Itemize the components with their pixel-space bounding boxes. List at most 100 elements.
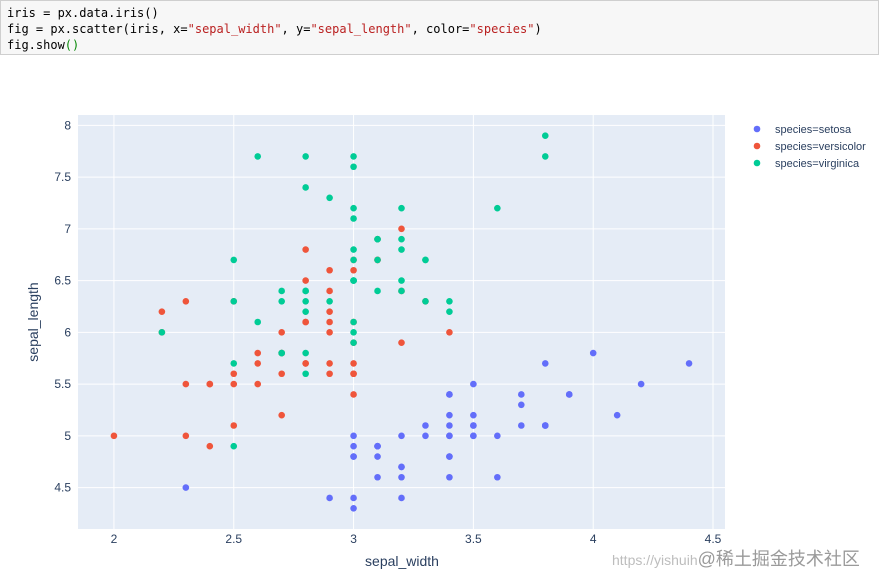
data-point[interactable] — [206, 442, 214, 450]
data-point[interactable] — [278, 370, 285, 378]
code-cell[interactable]: iris = px.data.iris() fig = px.scatter(i… — [0, 0, 879, 55]
data-point[interactable] — [302, 298, 309, 305]
data-point[interactable] — [302, 277, 309, 284]
data-point[interactable] — [422, 298, 429, 305]
data-point[interactable] — [541, 153, 549, 160]
data-point[interactable] — [446, 308, 453, 315]
data-point[interactable] — [398, 225, 405, 233]
data-point[interactable] — [326, 266, 333, 274]
data-point[interactable] — [350, 256, 357, 264]
data-point[interactable] — [470, 380, 477, 388]
data-point[interactable] — [350, 215, 357, 222]
data-point[interactable] — [446, 411, 453, 419]
data-point[interactable] — [470, 411, 477, 419]
data-point[interactable] — [422, 432, 429, 440]
data-point[interactable] — [398, 432, 405, 440]
data-point[interactable] — [254, 380, 262, 388]
data-point[interactable] — [302, 287, 309, 295]
data-point[interactable] — [350, 204, 357, 212]
data-point[interactable] — [230, 370, 238, 378]
data-point[interactable] — [518, 401, 525, 409]
data-point[interactable] — [350, 453, 357, 460]
data-point[interactable] — [350, 494, 357, 502]
data-point[interactable] — [518, 422, 525, 429]
data-point[interactable] — [302, 318, 309, 326]
data-point[interactable] — [350, 442, 357, 450]
data-point[interactable] — [326, 298, 333, 305]
data-point[interactable] — [446, 391, 453, 398]
legend-item[interactable]: species=virginica — [753, 158, 860, 170]
data-point[interactable] — [182, 484, 190, 491]
data-point[interactable] — [230, 422, 238, 429]
data-point[interactable] — [182, 432, 190, 440]
data-point[interactable] — [158, 308, 166, 315]
data-point[interactable] — [254, 318, 262, 326]
data-point[interactable] — [398, 473, 405, 481]
data-point[interactable] — [446, 453, 453, 460]
data-point[interactable] — [374, 473, 381, 481]
data-point[interactable] — [541, 422, 549, 429]
data-point[interactable] — [302, 308, 309, 315]
data-point[interactable] — [374, 287, 381, 295]
data-point[interactable] — [350, 370, 357, 378]
data-point[interactable] — [422, 422, 429, 429]
data-point[interactable] — [278, 349, 285, 357]
data-point[interactable] — [326, 360, 333, 367]
data-point[interactable] — [230, 256, 238, 264]
data-point[interactable] — [326, 370, 333, 378]
data-point[interactable] — [518, 391, 525, 398]
data-point[interactable] — [350, 266, 357, 274]
data-point[interactable] — [422, 256, 429, 264]
data-point[interactable] — [374, 442, 381, 450]
data-point[interactable] — [350, 163, 357, 171]
data-point[interactable] — [374, 453, 381, 460]
data-point[interactable] — [230, 360, 238, 367]
data-point[interactable] — [398, 339, 405, 347]
data-point[interactable] — [613, 411, 621, 419]
data-point[interactable] — [350, 505, 357, 512]
data-point[interactable] — [278, 329, 285, 336]
data-point[interactable] — [398, 277, 405, 284]
legend-item[interactable]: species=versicolor — [753, 141, 866, 153]
data-point[interactable] — [374, 256, 381, 264]
data-point[interactable] — [398, 494, 405, 502]
data-point[interactable] — [446, 329, 453, 336]
data-point[interactable] — [350, 339, 357, 347]
data-point[interactable] — [230, 380, 238, 388]
data-point[interactable] — [350, 153, 357, 160]
data-point[interactable] — [254, 360, 262, 367]
data-point[interactable] — [182, 380, 190, 388]
data-point[interactable] — [589, 349, 597, 357]
data-point[interactable] — [302, 246, 309, 253]
data-point[interactable] — [494, 432, 501, 440]
data-point[interactable] — [350, 329, 357, 336]
data-point[interactable] — [446, 298, 453, 305]
data-point[interactable] — [350, 432, 357, 440]
data-point[interactable] — [494, 204, 501, 212]
data-point[interactable] — [374, 235, 381, 243]
data-point[interactable] — [398, 463, 405, 471]
data-point[interactable] — [446, 422, 453, 429]
legend[interactable]: species=setosa species=versicolor species=… — [753, 124, 866, 170]
data-point[interactable] — [350, 246, 357, 253]
data-point[interactable] — [565, 391, 573, 398]
data-point[interactable] — [541, 132, 549, 139]
data-point[interactable] — [398, 204, 405, 212]
data-point[interactable] — [326, 287, 333, 295]
data-point[interactable] — [398, 235, 405, 243]
series-virginica[interactable] — [158, 132, 549, 450]
data-point[interactable] — [302, 153, 309, 160]
data-point[interactable] — [158, 329, 166, 336]
data-point[interactable] — [230, 442, 238, 450]
data-point[interactable] — [685, 360, 693, 367]
data-point[interactable] — [302, 184, 309, 191]
data-point[interactable] — [398, 287, 405, 295]
data-point[interactable] — [326, 194, 333, 202]
series-setosa[interactable] — [182, 349, 693, 512]
data-point[interactable] — [254, 349, 262, 357]
data-point[interactable] — [326, 494, 333, 502]
data-point[interactable] — [206, 380, 214, 388]
data-point[interactable] — [541, 360, 549, 367]
data-point[interactable] — [302, 370, 309, 378]
